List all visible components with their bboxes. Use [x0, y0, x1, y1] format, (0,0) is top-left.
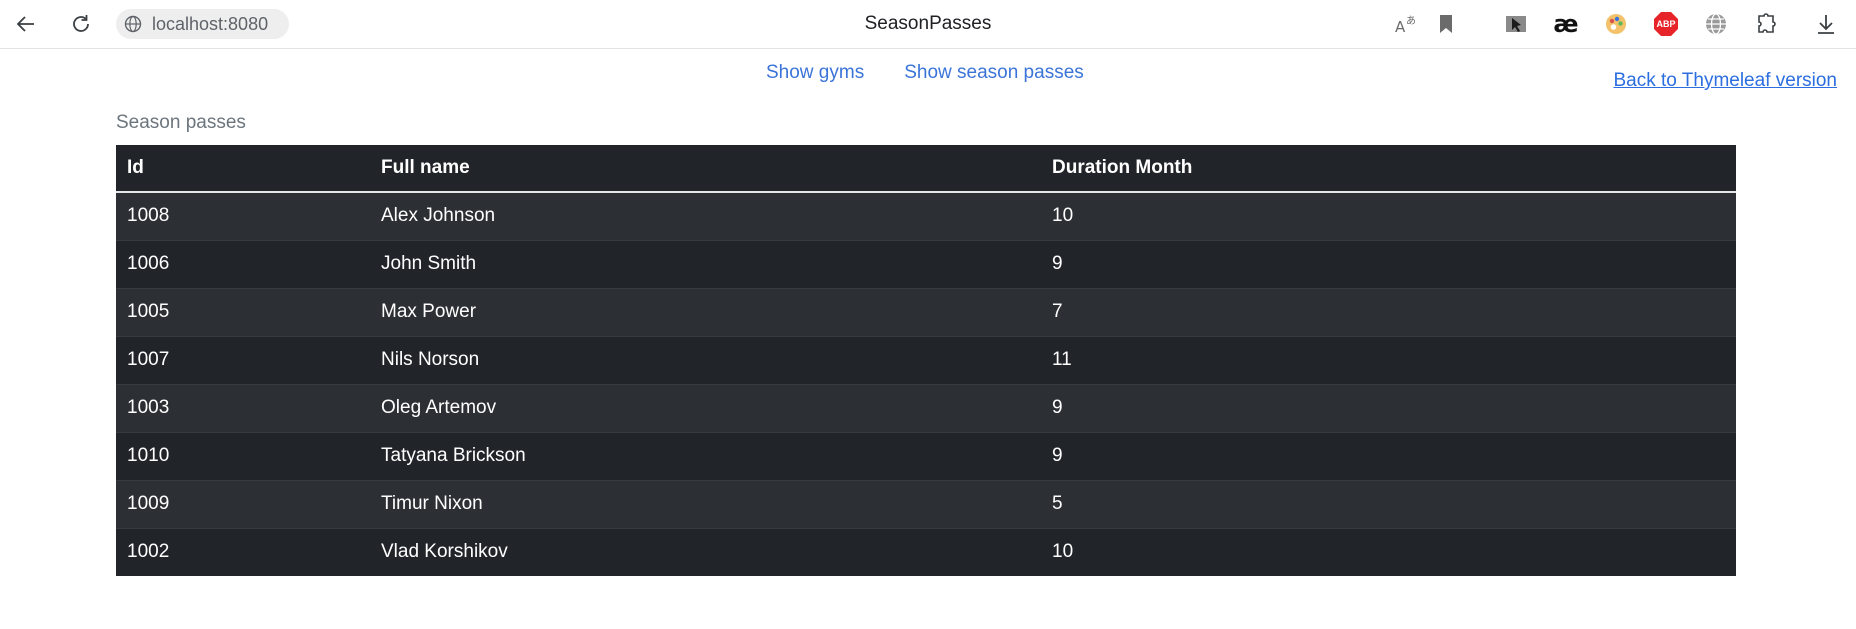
section-title: Season passes — [116, 112, 246, 133]
cell-id: 1002 — [116, 527, 370, 576]
cell-full-name: Timur Nixon — [370, 479, 1041, 528]
ae-extension-label: æ — [1553, 10, 1579, 38]
column-header-duration[interactable]: Duration Month — [1041, 145, 1736, 193]
cursor-extension-icon[interactable] — [1503, 11, 1529, 37]
svg-text:A: A — [1395, 18, 1406, 36]
table-row[interactable]: 1003 Oleg Artemov 9 — [116, 383, 1736, 432]
table-row[interactable]: 1007 Nils Norson 11 — [116, 335, 1736, 384]
show-gyms-link[interactable]: Show gyms — [766, 62, 865, 83]
table-row[interactable]: 1008 Alex Johnson 10 — [116, 191, 1736, 240]
cell-id: 1009 — [116, 479, 370, 528]
cell-duration: 10 — [1041, 527, 1736, 576]
table-row[interactable]: 1006 John Smith 9 — [116, 239, 1736, 288]
cell-duration: 9 — [1041, 431, 1736, 480]
cell-duration: 5 — [1041, 479, 1736, 528]
table-row[interactable]: 1002 Vlad Korshikov 10 — [116, 527, 1736, 576]
cell-id: 1003 — [116, 383, 370, 432]
adblock-plus-icon[interactable]: ABP — [1653, 11, 1679, 37]
cell-id: 1010 — [116, 431, 370, 480]
back-to-thymeleaf-link[interactable]: Back to Thymeleaf version — [1613, 70, 1837, 91]
column-header-full-name[interactable]: Full name — [370, 145, 1041, 193]
cell-duration: 10 — [1041, 191, 1736, 240]
cell-id: 1008 — [116, 191, 370, 240]
table-header-row: Id Full name Duration Month — [116, 145, 1736, 193]
cell-full-name: Max Power — [370, 287, 1041, 336]
cell-id: 1007 — [116, 335, 370, 384]
back-arrow-icon[interactable] — [10, 8, 42, 40]
cell-id: 1005 — [116, 287, 370, 336]
ae-extension-icon[interactable]: æ — [1553, 10, 1579, 38]
url-text: localhost:8080 — [152, 13, 269, 34]
column-header-id[interactable]: Id — [116, 145, 370, 193]
globe-extension-icon[interactable] — [1703, 11, 1729, 37]
site-info-icon[interactable] — [122, 13, 144, 35]
show-season-passes-link[interactable]: Show season passes — [904, 62, 1084, 83]
cell-id: 1006 — [116, 239, 370, 288]
download-icon[interactable] — [1813, 11, 1839, 37]
palette-extension-icon[interactable] — [1603, 11, 1629, 37]
cell-duration: 11 — [1041, 335, 1736, 384]
cell-full-name: Oleg Artemov — [370, 383, 1041, 432]
cell-full-name: Alex Johnson — [370, 191, 1041, 240]
tab-title: SeasonPasses — [864, 13, 992, 34]
table-row[interactable]: 1009 Timur Nixon 5 — [116, 479, 1736, 528]
bookmark-icon[interactable] — [1433, 11, 1459, 37]
cell-duration: 9 — [1041, 383, 1736, 432]
abp-label: ABP — [1656, 19, 1676, 29]
cell-full-name: Tatyana Brickson — [370, 431, 1041, 480]
cell-duration: 9 — [1041, 239, 1736, 288]
cell-full-name: Nils Norson — [370, 335, 1041, 384]
svg-text:あ: あ — [1406, 15, 1416, 27]
cell-full-name: Vlad Korshikov — [370, 527, 1041, 576]
extensions-puzzle-icon[interactable] — [1753, 11, 1779, 37]
cell-duration: 7 — [1041, 287, 1736, 336]
season-passes-table: Id Full name Duration Month 1008 Alex Jo… — [116, 145, 1736, 576]
reload-icon[interactable] — [65, 8, 97, 40]
cell-full-name: John Smith — [370, 239, 1041, 288]
top-nav: Show gyms Show season passes — [766, 62, 1084, 84]
table-row[interactable]: 1010 Tatyana Brickson 9 — [116, 431, 1736, 480]
address-bar[interactable]: localhost:8080 — [116, 9, 289, 39]
table-row[interactable]: 1005 Max Power 7 — [116, 287, 1736, 336]
